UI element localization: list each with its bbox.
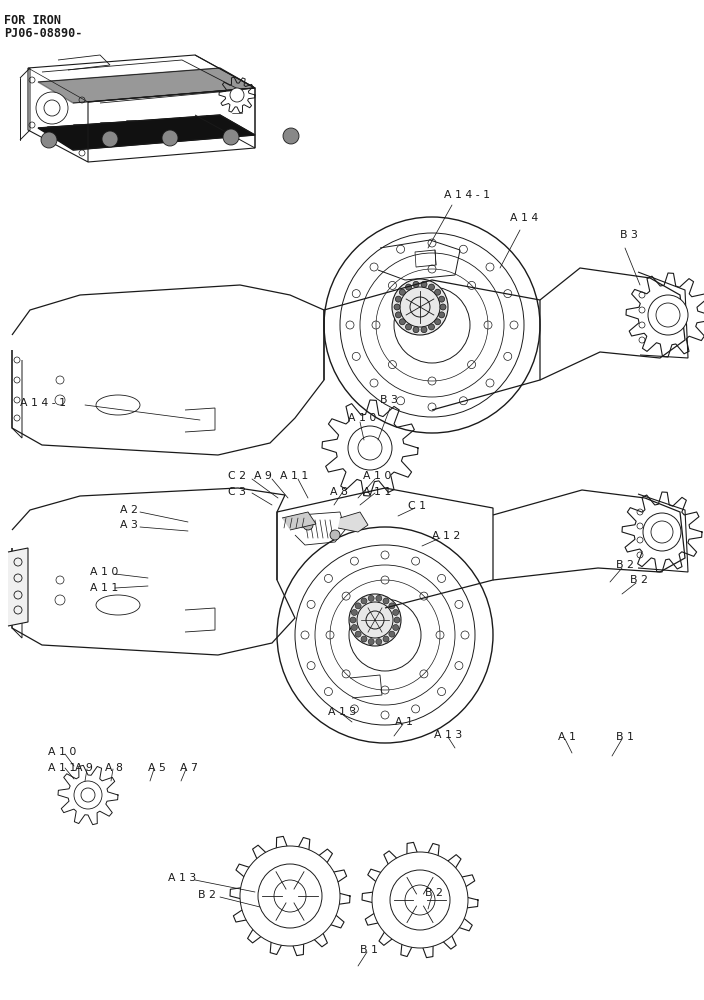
Text: A 1 0: A 1 0	[90, 567, 118, 577]
Text: A 1: A 1	[395, 717, 413, 727]
Text: B 1: B 1	[616, 732, 634, 742]
Text: A 1 1: A 1 1	[280, 471, 308, 481]
Text: A 1 0: A 1 0	[348, 413, 377, 423]
Text: A 3: A 3	[120, 520, 138, 530]
Circle shape	[389, 603, 395, 609]
Text: B 2: B 2	[198, 890, 216, 900]
Circle shape	[439, 296, 445, 302]
Circle shape	[389, 631, 395, 637]
Text: A 1 3: A 1 3	[434, 730, 463, 740]
Circle shape	[230, 88, 244, 102]
Circle shape	[399, 289, 406, 295]
Circle shape	[434, 289, 441, 295]
Text: A 8: A 8	[105, 763, 123, 773]
Circle shape	[439, 312, 445, 318]
Polygon shape	[338, 512, 368, 532]
Circle shape	[372, 852, 468, 948]
Circle shape	[330, 530, 340, 540]
Circle shape	[392, 279, 448, 335]
Circle shape	[406, 284, 412, 290]
Circle shape	[348, 426, 392, 470]
Circle shape	[383, 636, 389, 642]
Text: A 7: A 7	[180, 763, 198, 773]
Text: C 1: C 1	[408, 501, 426, 511]
Circle shape	[361, 636, 367, 642]
Circle shape	[368, 639, 375, 645]
Circle shape	[648, 295, 688, 335]
Circle shape	[102, 131, 118, 147]
Text: B 2: B 2	[616, 560, 634, 570]
Circle shape	[413, 281, 419, 287]
Circle shape	[355, 631, 361, 637]
Text: A 1: A 1	[558, 732, 576, 742]
Text: A 1 1: A 1 1	[90, 583, 118, 593]
Circle shape	[643, 513, 681, 551]
Text: A 1 3: A 1 3	[328, 707, 356, 717]
Text: A 1 3: A 1 3	[168, 873, 196, 883]
Circle shape	[162, 130, 178, 146]
Circle shape	[351, 609, 358, 615]
Text: B 1: B 1	[360, 945, 378, 955]
Circle shape	[406, 324, 412, 330]
Circle shape	[349, 594, 401, 646]
Circle shape	[421, 281, 427, 287]
Circle shape	[394, 617, 400, 623]
Circle shape	[36, 92, 68, 124]
Polygon shape	[38, 68, 255, 103]
Text: B 2: B 2	[630, 575, 648, 585]
Circle shape	[351, 625, 358, 631]
Circle shape	[283, 128, 299, 144]
Circle shape	[41, 132, 57, 148]
Polygon shape	[38, 115, 255, 150]
Text: A 8: A 8	[330, 487, 348, 497]
Circle shape	[361, 598, 367, 604]
Text: A 1 2: A 1 2	[432, 531, 460, 541]
Text: A 9: A 9	[254, 471, 272, 481]
Text: A 5: A 5	[148, 763, 166, 773]
Circle shape	[303, 520, 313, 530]
Polygon shape	[282, 512, 316, 530]
Circle shape	[396, 312, 401, 318]
Circle shape	[440, 304, 446, 310]
Circle shape	[376, 639, 382, 645]
Text: B 3: B 3	[380, 395, 398, 405]
Circle shape	[421, 327, 427, 333]
Text: C 3: C 3	[228, 487, 246, 497]
Text: A 1 4 - 1: A 1 4 - 1	[20, 398, 66, 408]
Text: A 1 4: A 1 4	[510, 213, 539, 223]
Circle shape	[383, 598, 389, 604]
Circle shape	[355, 603, 361, 609]
Text: A 1 1: A 1 1	[363, 487, 391, 497]
Text: A 1 4 - 1: A 1 4 - 1	[444, 190, 490, 200]
Circle shape	[376, 595, 382, 601]
Circle shape	[223, 129, 239, 145]
Circle shape	[394, 304, 400, 310]
Text: B 2: B 2	[425, 888, 443, 898]
Text: A 1 0: A 1 0	[48, 747, 76, 757]
Text: A 1 1: A 1 1	[48, 763, 76, 773]
Circle shape	[429, 324, 434, 330]
Circle shape	[396, 296, 401, 302]
Text: A 2: A 2	[120, 505, 138, 515]
Text: A 1 0: A 1 0	[363, 471, 391, 481]
Circle shape	[368, 595, 375, 601]
Polygon shape	[8, 548, 28, 626]
Circle shape	[429, 284, 434, 290]
Circle shape	[399, 319, 406, 325]
Circle shape	[350, 617, 356, 623]
Text: B 3: B 3	[620, 230, 638, 240]
Circle shape	[74, 781, 102, 809]
Circle shape	[393, 625, 398, 631]
Text: C 2: C 2	[228, 471, 246, 481]
Text: FOR IRON: FOR IRON	[4, 14, 61, 27]
Circle shape	[393, 609, 398, 615]
Circle shape	[413, 327, 419, 333]
Text: PJ06-08890-: PJ06-08890-	[4, 27, 82, 40]
Circle shape	[434, 319, 441, 325]
Text: A 9: A 9	[75, 763, 93, 773]
Circle shape	[240, 846, 340, 946]
